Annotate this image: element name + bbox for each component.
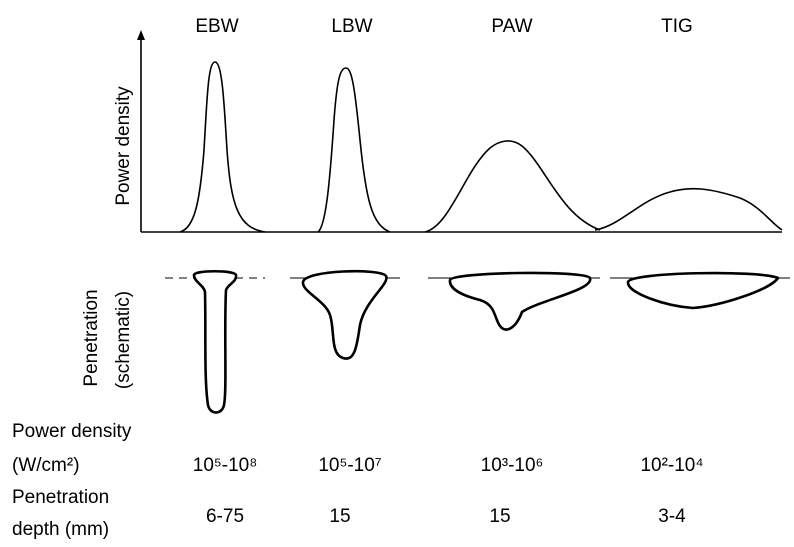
process-name: PAW (491, 16, 532, 37)
penetration-label: (schematic) (113, 291, 134, 389)
paw-penetration (448, 271, 592, 331)
tig-penetration (626, 271, 780, 310)
power-density-value: 10²-10⁴ (640, 455, 703, 476)
process-name: EBW (195, 16, 238, 37)
process-name: LBW (331, 16, 372, 37)
row-label: (W/cm²) (12, 455, 80, 476)
ebw-curve (179, 61, 266, 233)
power-density-value: 10⁵-10⁷ (318, 455, 381, 476)
ebw-penetration (192, 269, 238, 414)
lbw-penetration (301, 269, 388, 360)
row-label: Power density (12, 421, 132, 442)
process-name: TIG (661, 16, 693, 37)
y-axis-label: Power density (113, 86, 134, 206)
penetration-depth-value: 6-75 (206, 506, 244, 527)
penetration-depth-value: 15 (489, 506, 510, 527)
paw-curve (424, 140, 601, 233)
row-label: Penetration (12, 487, 109, 508)
lbw-curve (317, 67, 391, 233)
penetration-depth-value: 15 (329, 506, 350, 527)
axis-arrow (137, 30, 145, 40)
power-density-value: 10³-10⁶ (481, 455, 544, 476)
penetration-depth-value: 3-4 (658, 506, 686, 527)
tig-curve (594, 187, 783, 231)
power-density-value: 10⁵-10⁸ (193, 455, 258, 476)
penetration-label: Penetration (81, 289, 102, 386)
row-label: depth (mm) (12, 519, 109, 540)
